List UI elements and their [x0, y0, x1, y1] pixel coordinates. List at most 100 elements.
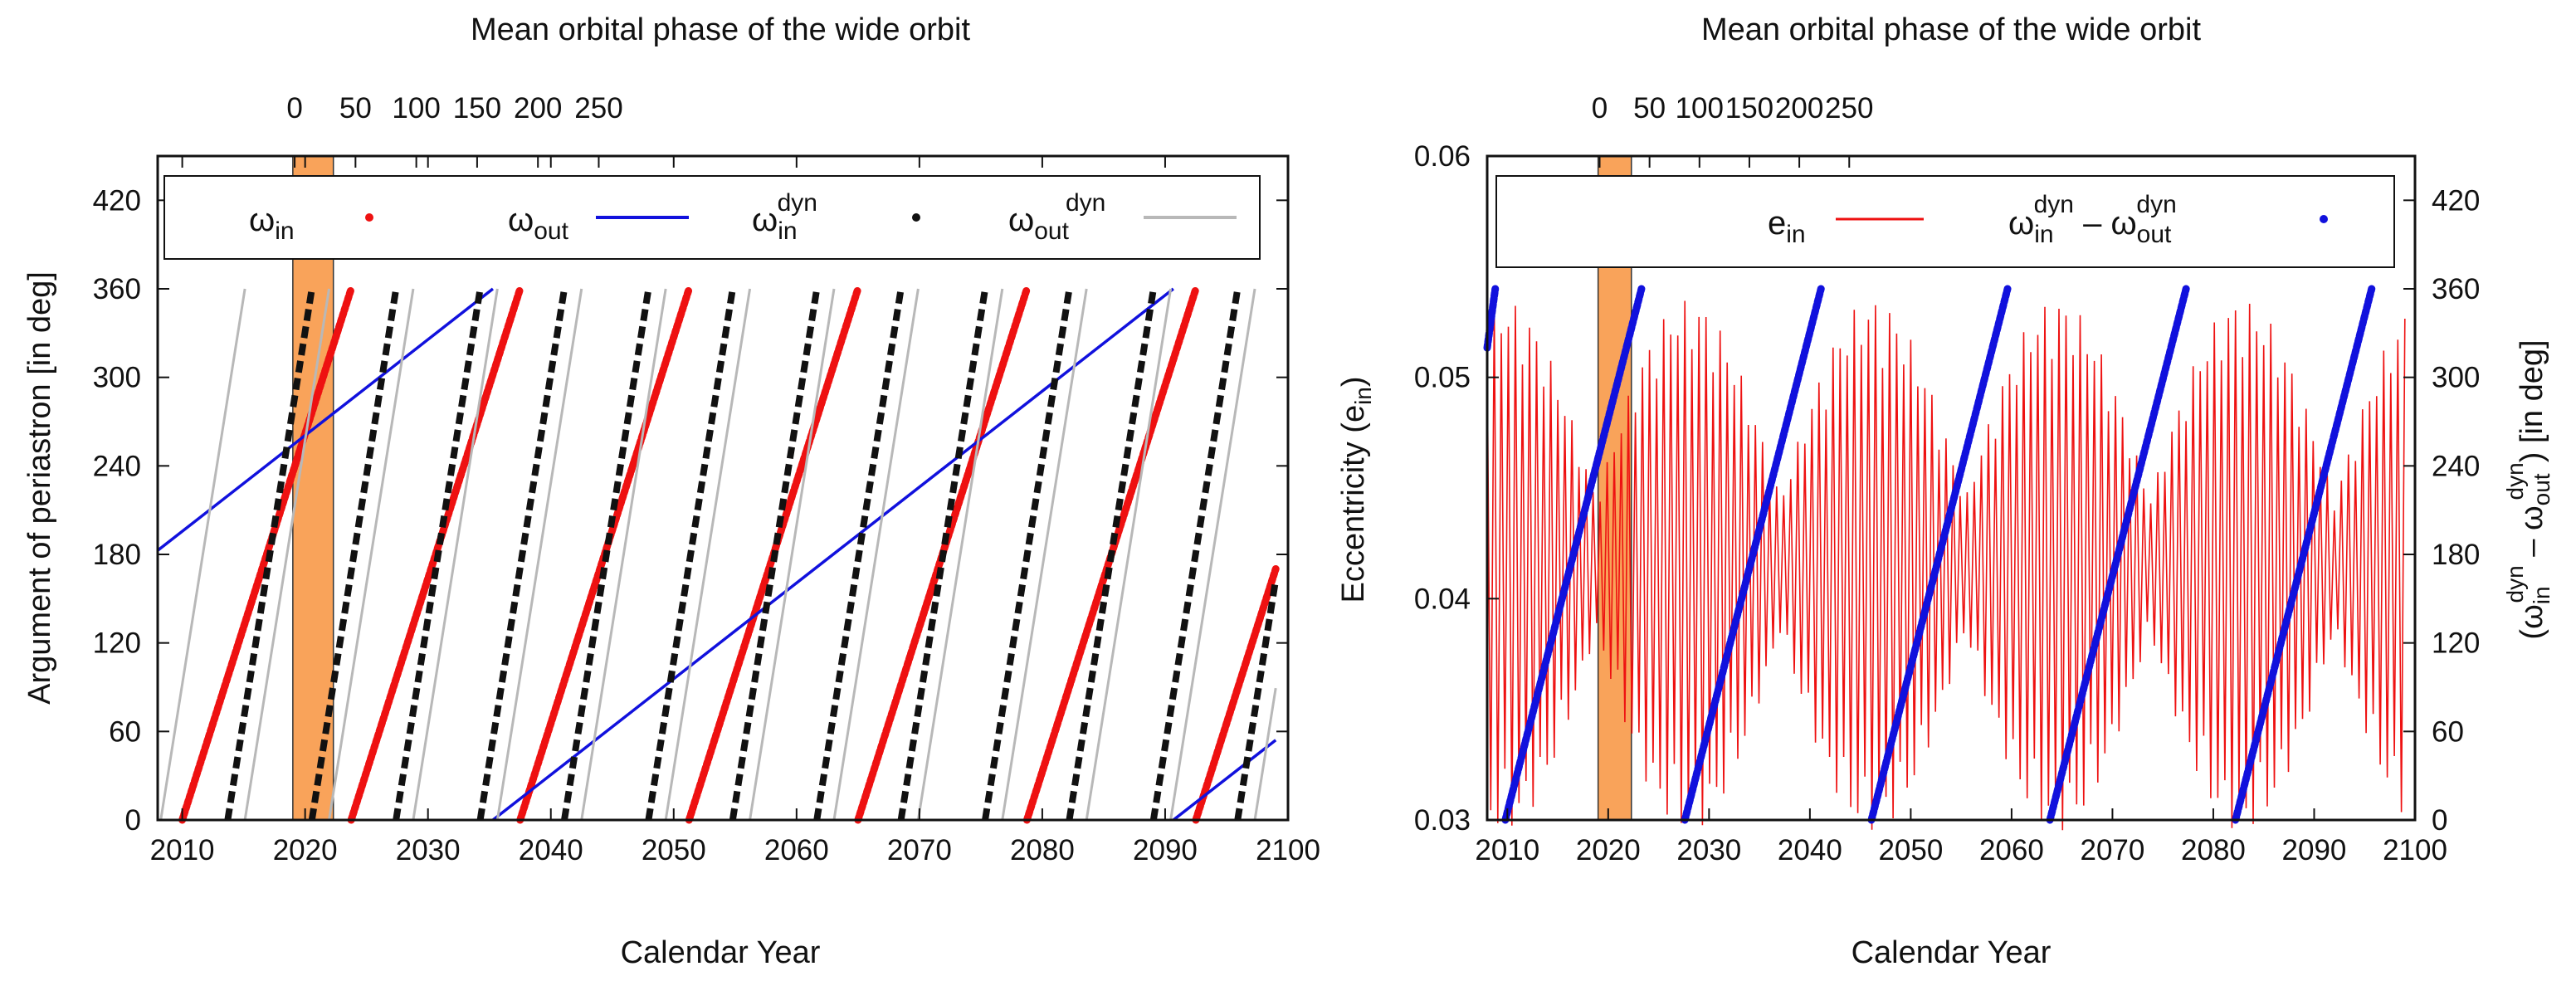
x-tick-label: 2050	[642, 834, 706, 866]
top-tick-label: 50	[339, 92, 372, 124]
series-segment	[495, 288, 583, 821]
x-tick-label: 2010	[1475, 834, 1539, 866]
series-segment	[159, 288, 246, 821]
series-segment	[1172, 739, 1277, 822]
right-y-axis-label: Eccentricity (ein)	[1336, 376, 1376, 603]
right-panel: 2010 2020 2030 2040 2050 2060 2070 2080 2090 2100…	[1336, 12, 2554, 970]
x-tick-label: 2020	[273, 834, 338, 866]
right-legend: ein ωindyn – ωoutdyn	[1495, 175, 2395, 268]
series-segment	[1867, 285, 2012, 824]
top-tick-label: 200	[514, 92, 562, 124]
x-tick-label: 2060	[1979, 834, 2044, 866]
top-tick-label: 50	[1633, 92, 1666, 124]
legend-marker-omega-in-dyn	[912, 213, 920, 222]
series-segment	[1681, 285, 1825, 824]
series-segment	[897, 288, 989, 821]
top-tick-label: 0	[1592, 92, 1608, 124]
x-tick-label: 2010	[150, 834, 215, 866]
series-segment	[982, 288, 1073, 821]
series-segment	[832, 288, 920, 821]
legend-marker-omega-diff	[2320, 215, 2328, 223]
y2-tick-label: 360	[2432, 273, 2480, 305]
y2-tick-label: 300	[2432, 362, 2480, 394]
legend-label-omega-in-dyn: ωindyn	[752, 189, 817, 245]
series-omega-diff	[1483, 285, 2376, 824]
legend-label-omega-out-dyn: ωoutdyn	[1008, 189, 1105, 245]
y2-tick-label: 420	[2432, 184, 2480, 217]
right-legend-box	[1495, 175, 2395, 268]
x-tick-label: 2040	[519, 834, 583, 866]
series-segment	[393, 288, 484, 821]
left-y-axis-label: Argument of periastron [in deg]	[22, 271, 57, 705]
y-tick-label: 0	[125, 804, 141, 837]
y-tick-label: 0.03	[1414, 804, 1471, 837]
legend-label-e-in: ein	[1768, 205, 1806, 248]
top-tick-label: 150	[1725, 92, 1773, 124]
series-segment	[561, 288, 652, 821]
top-tick-label: 100	[392, 92, 440, 124]
y2-tick-label: 240	[2432, 450, 2480, 482]
series-segment	[224, 288, 315, 821]
series-segment	[1234, 578, 1280, 821]
series-segment	[308, 288, 400, 821]
x-tick-label: 2030	[396, 834, 461, 866]
y-tick-label: 360	[93, 273, 141, 305]
left-legend-box	[163, 175, 1261, 260]
series-segment	[1169, 288, 1256, 821]
x-tick-label: 2040	[1778, 834, 1842, 866]
right-top-axis-label: Mean orbital phase of the wide orbit	[1701, 12, 2201, 47]
x-tick-label: 2070	[2080, 834, 2144, 866]
left-top-axis-label: Mean orbital phase of the wide orbit	[471, 12, 970, 47]
left-plot-frame	[156, 154, 1290, 822]
top-tick-label: 250	[1825, 92, 1873, 124]
x-tick-label: 2080	[2181, 834, 2246, 866]
series-segment	[476, 288, 568, 821]
y-tick-label: 180	[93, 539, 141, 571]
series-segment	[580, 288, 667, 821]
series-segment	[1085, 288, 1173, 821]
left-x-axis-label: Calendar Year	[621, 935, 821, 970]
series-segment	[2232, 285, 2376, 824]
series-segment	[328, 288, 415, 821]
series-segment	[1149, 288, 1242, 821]
legend-marker-omega-in	[365, 213, 373, 222]
right-plot-frame	[1486, 154, 2417, 822]
series-segment	[1001, 288, 1088, 821]
x-tick-label: 2090	[1133, 834, 1198, 866]
right-y2-axis-label: (ωindyn – ωoutdyn) [in deg]	[2502, 339, 2554, 639]
series-segment	[1192, 564, 1280, 824]
series-segment	[2046, 285, 2190, 824]
top-tick-label: 150	[453, 92, 501, 124]
series-segment	[664, 288, 752, 821]
series-segment	[1483, 285, 1500, 352]
y-tick-label: 300	[93, 362, 141, 394]
y2-tick-label: 180	[2432, 539, 2480, 571]
x-tick-label: 2030	[1676, 834, 1741, 866]
series-segment	[729, 288, 821, 821]
x-tick-label: 2080	[1010, 834, 1075, 866]
legend-label-omega-in: ωin	[249, 202, 295, 245]
top-tick-label: 100	[1676, 92, 1724, 124]
series-segment	[1066, 288, 1157, 821]
y-tick-label: 240	[93, 450, 141, 482]
left-legend: ωin ωout ωindyn ωoutdyn	[163, 175, 1261, 260]
series-segment	[645, 288, 736, 821]
y2-tick-label: 120	[2432, 627, 2480, 660]
series-segment	[491, 287, 1174, 822]
series-omega-out-dyn	[159, 288, 1277, 821]
series-segment	[813, 288, 905, 821]
series-omega-in-dyn	[224, 288, 1280, 821]
series-omega-out	[156, 287, 1277, 822]
series-segment	[1253, 687, 1277, 821]
y-tick-label: 0.04	[1414, 583, 1471, 615]
x-tick-label: 2050	[1878, 834, 1943, 866]
y2-tick-label: 60	[2432, 715, 2464, 748]
x-tick-label: 2100	[2383, 834, 2447, 866]
top-tick-label: 200	[1775, 92, 1823, 124]
y-tick-label: 60	[109, 715, 141, 748]
x-tick-label: 2020	[1576, 834, 1641, 866]
series-segment	[916, 288, 1004, 821]
y2-tick-label: 0	[2432, 804, 2447, 837]
x-tick-label: 2100	[1256, 834, 1320, 866]
